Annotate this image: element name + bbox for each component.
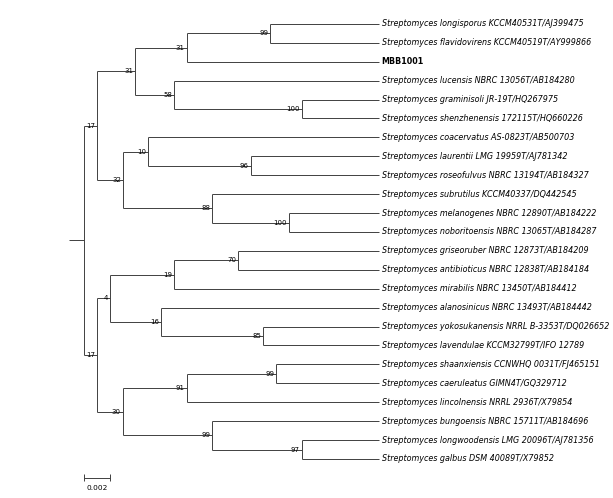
Text: Streptomyces caeruleatus GIMN4T/GQ329712: Streptomyces caeruleatus GIMN4T/GQ329712 (381, 379, 566, 388)
Text: Streptomyces shaanxiensis CCNWHQ 0031T/FJ465151: Streptomyces shaanxiensis CCNWHQ 0031T/F… (381, 360, 600, 369)
Text: Streptomyces yokosukanensis NRRL B-3353T/DQ026652: Streptomyces yokosukanensis NRRL B-3353T… (381, 322, 609, 331)
Text: 70: 70 (227, 257, 236, 263)
Text: Streptomyces mirabilis NBRC 13450T/AB184412: Streptomyces mirabilis NBRC 13450T/AB184… (381, 284, 576, 293)
Text: 31: 31 (176, 44, 185, 50)
Text: 30: 30 (112, 409, 121, 415)
Text: Streptomyces lincolnensis NRRL 2936T/X79854: Streptomyces lincolnensis NRRL 2936T/X79… (381, 398, 572, 407)
Text: 99: 99 (259, 30, 268, 36)
Text: Streptomyces lucensis NBRC 13056T/AB184280: Streptomyces lucensis NBRC 13056T/AB1842… (381, 76, 574, 85)
Text: 91: 91 (176, 385, 185, 391)
Text: 85: 85 (253, 333, 262, 339)
Text: Streptomyces alanosinicus NBRC 13493T/AB184442: Streptomyces alanosinicus NBRC 13493T/AB… (381, 303, 592, 312)
Text: Streptomyces galbus DSM 40089T/X79852: Streptomyces galbus DSM 40089T/X79852 (381, 455, 554, 464)
Text: 17: 17 (86, 352, 95, 358)
Text: 99: 99 (265, 371, 275, 377)
Text: Streptomyces flavidovirens KCCM40519T/AY999866: Streptomyces flavidovirens KCCM40519T/AY… (381, 38, 591, 47)
Text: Streptomyces laurentii LMG 19959T/AJ781342: Streptomyces laurentii LMG 19959T/AJ7813… (381, 152, 567, 161)
Text: Streptomyces roseofulvus NBRC 13194T/AB184327: Streptomyces roseofulvus NBRC 13194T/AB1… (381, 171, 588, 180)
Text: Streptomyces melanogenes NBRC 12890T/AB184222: Streptomyces melanogenes NBRC 12890T/AB1… (381, 209, 596, 218)
Text: Streptomyces noboritoensis NBRC 13065T/AB184287: Streptomyces noboritoensis NBRC 13065T/A… (381, 228, 596, 237)
Text: Streptomyces griseoruber NBRC 12873T/AB184209: Streptomyces griseoruber NBRC 12873T/AB1… (381, 247, 588, 255)
Text: Streptomyces longwoodensis LMG 20096T/AJ781356: Streptomyces longwoodensis LMG 20096T/AJ… (381, 436, 593, 445)
Text: Streptomyces longisporus KCCM40531T/AJ399475: Streptomyces longisporus KCCM40531T/AJ39… (381, 19, 583, 28)
Text: Streptomyces graminisoli JR-19T/HQ267975: Streptomyces graminisoli JR-19T/HQ267975 (381, 95, 558, 104)
Text: 99: 99 (202, 432, 210, 438)
Text: Streptomyces antibioticus NBRC 12838T/AB184184: Streptomyces antibioticus NBRC 12838T/AB… (381, 265, 588, 274)
Text: 0.002: 0.002 (86, 485, 108, 491)
Text: 96: 96 (240, 163, 249, 169)
Text: 88: 88 (202, 205, 210, 211)
Text: Streptomyces bungoensis NBRC 15711T/AB184696: Streptomyces bungoensis NBRC 15711T/AB18… (381, 417, 588, 426)
Text: 17: 17 (86, 123, 95, 128)
Text: 32: 32 (112, 177, 121, 183)
Text: Streptomyces shenzhenensis 172115T/HQ660226: Streptomyces shenzhenensis 172115T/HQ660… (381, 114, 582, 123)
Text: 16: 16 (150, 319, 159, 325)
Text: 10: 10 (137, 148, 147, 154)
Text: 31: 31 (124, 68, 134, 74)
Text: MBB1001: MBB1001 (381, 57, 424, 66)
Text: Streptomyces coacervatus AS-0823T/AB500703: Streptomyces coacervatus AS-0823T/AB5007… (381, 133, 574, 142)
Text: 58: 58 (163, 92, 172, 98)
Text: 100: 100 (273, 220, 287, 226)
Text: 97: 97 (291, 447, 300, 453)
Text: 100: 100 (286, 106, 300, 112)
Text: 19: 19 (163, 271, 172, 277)
Text: 4: 4 (104, 295, 108, 301)
Text: Streptomyces lavendulae KCCM32799T/IFO 12789: Streptomyces lavendulae KCCM32799T/IFO 1… (381, 341, 584, 350)
Text: Streptomyces subrutilus KCCM40337/DQ442545: Streptomyces subrutilus KCCM40337/DQ4425… (381, 190, 576, 199)
